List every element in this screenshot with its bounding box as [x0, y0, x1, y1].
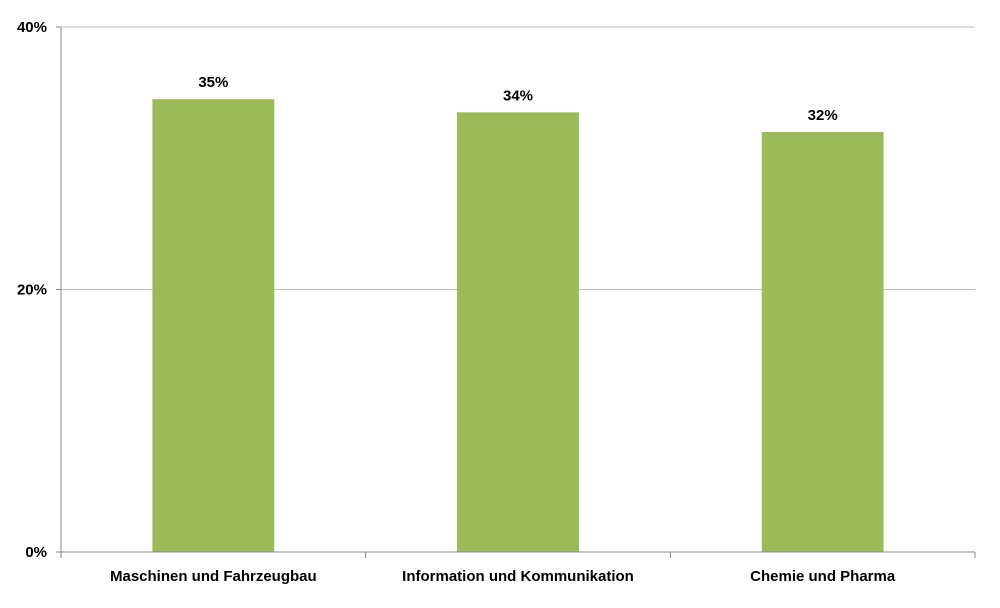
- y-tick-label: 20%: [17, 282, 47, 299]
- bar: [761, 132, 884, 552]
- data-label: 32%: [808, 107, 838, 124]
- axes: [56, 26, 976, 558]
- bar: [457, 112, 579, 552]
- y-tick-label: 40%: [17, 19, 47, 36]
- x-category-label: Chemie und Pharma: [750, 568, 896, 585]
- x-category-labels: Maschinen und Fahrzeugbau Information und…: [110, 568, 896, 585]
- bars: [152, 99, 884, 552]
- data-labels: 35% 34% 32%: [198, 74, 837, 124]
- y-tick-label: 0%: [25, 544, 47, 561]
- x-category-label: Information und Kommunikation: [402, 568, 634, 585]
- data-label: 35%: [198, 74, 228, 91]
- y-tick-labels: 0% 20% 40%: [17, 19, 47, 561]
- data-label: 34%: [503, 87, 533, 104]
- bar: [152, 99, 275, 552]
- x-category-label: Maschinen und Fahrzeugbau: [110, 568, 317, 585]
